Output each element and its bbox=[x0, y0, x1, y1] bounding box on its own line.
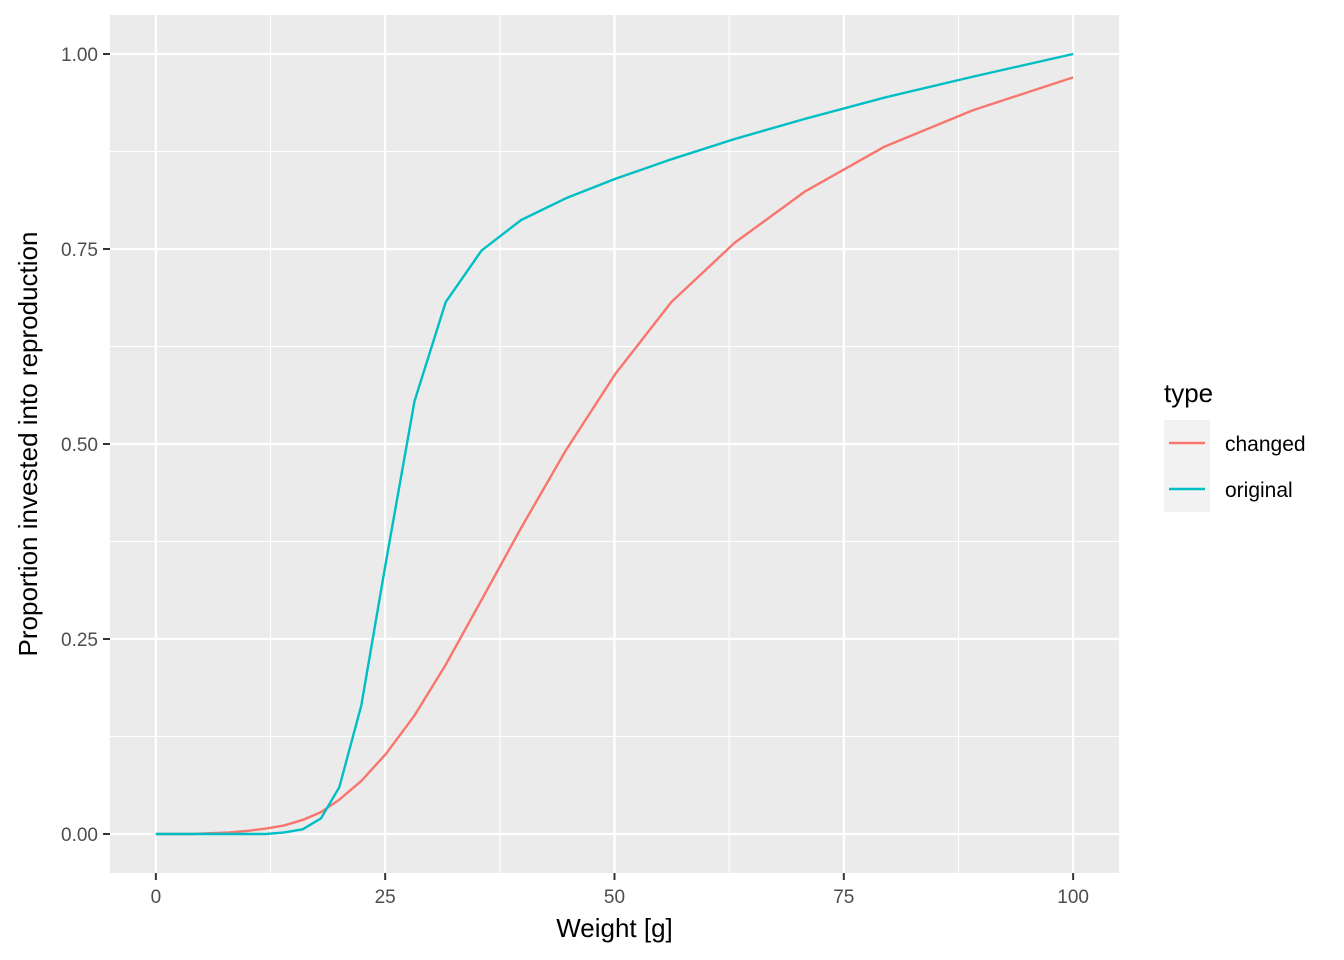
legend-label-changed: changed bbox=[1225, 433, 1306, 456]
legend: type changed original bbox=[1164, 378, 1306, 512]
legend-label-original: original bbox=[1225, 479, 1293, 502]
y-tick-label: 0.75 bbox=[61, 240, 98, 261]
x-tick-label: 0 bbox=[151, 887, 162, 908]
x-tick-label: 75 bbox=[833, 887, 854, 908]
y-tick-label: 0.00 bbox=[61, 825, 98, 846]
x-tick-label: 50 bbox=[604, 887, 625, 908]
series-line-original bbox=[155, 52, 1074, 836]
y-axis: 0.00 0.25 0.50 0.75 1.00 bbox=[61, 45, 110, 846]
x-tick-label: 100 bbox=[1057, 887, 1089, 908]
legend-title: type bbox=[1164, 378, 1213, 408]
y-tick-label: 1.00 bbox=[61, 45, 98, 66]
y-axis-title: Proportion invested into reproduction bbox=[13, 232, 43, 657]
major-gridlines bbox=[110, 15, 1119, 873]
x-axis: 0 25 50 75 100 bbox=[151, 873, 1089, 908]
series-line-changed bbox=[155, 76, 1074, 836]
x-axis-title: Weight [g] bbox=[556, 913, 673, 943]
y-tick-label: 0.25 bbox=[61, 630, 98, 651]
x-tick-label: 25 bbox=[375, 887, 396, 908]
y-tick-label: 0.50 bbox=[61, 435, 98, 456]
series-lines bbox=[155, 52, 1074, 836]
